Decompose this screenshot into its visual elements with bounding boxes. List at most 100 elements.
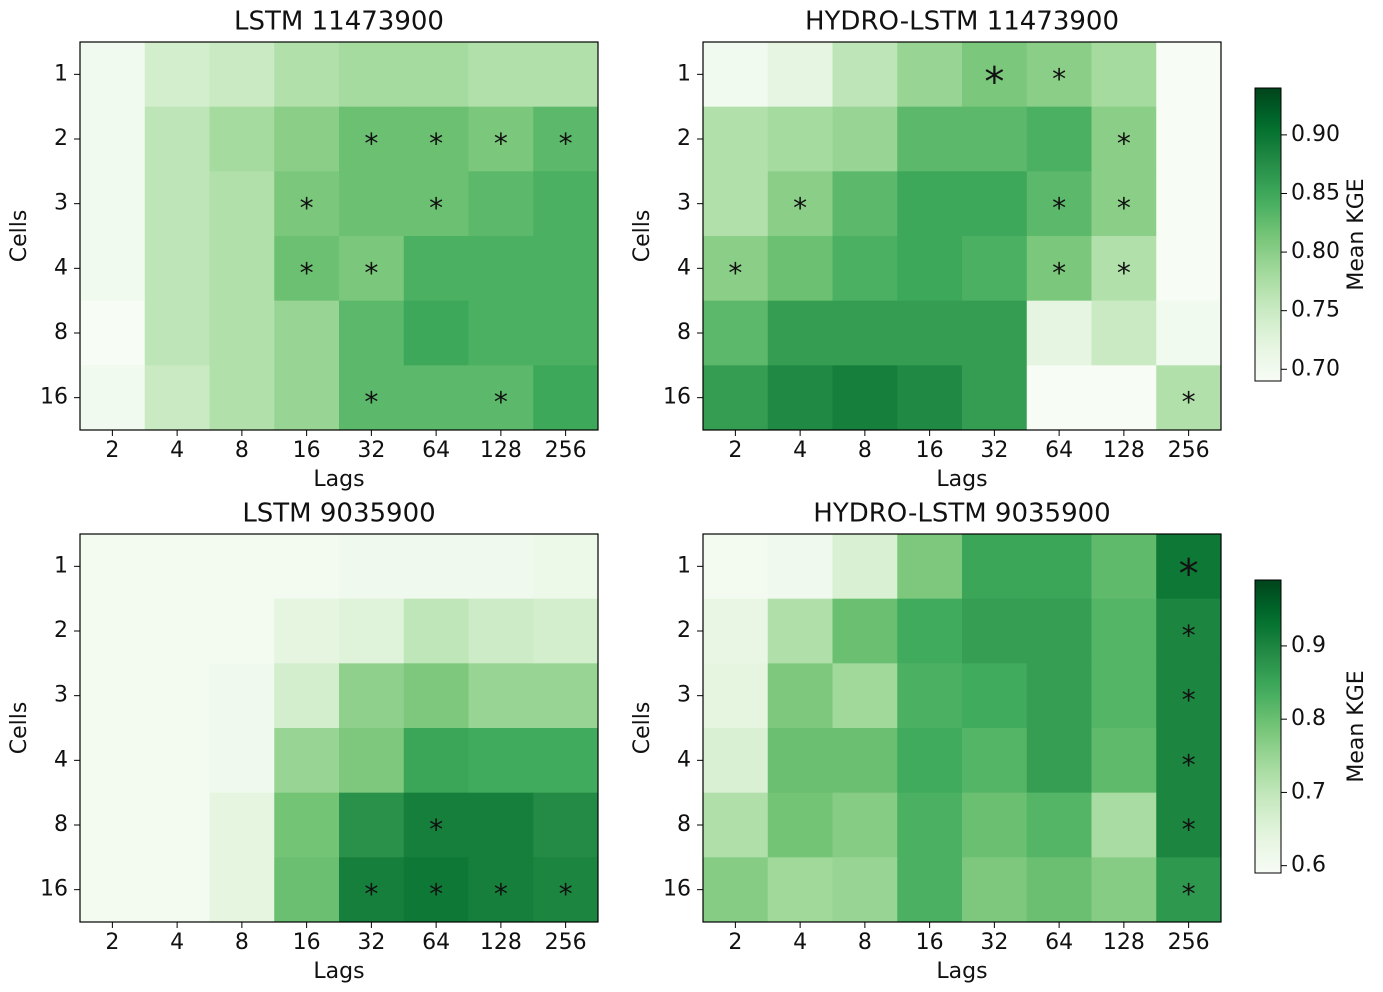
x-tick-label: 32 (980, 438, 1008, 463)
heatmap-cell (209, 663, 275, 729)
heatmap-cell (533, 728, 599, 794)
heatmap-cell (1156, 365, 1222, 431)
heatmap-cell (832, 663, 898, 729)
heatmap-cell (403, 663, 469, 729)
heatmap-cell (144, 300, 210, 366)
heatmap-cell (403, 365, 469, 431)
x-tick-label: 256 (545, 438, 587, 463)
x-tick-label: 4 (793, 438, 807, 463)
heatmap-cell (767, 171, 833, 237)
heatmap-cell (1156, 728, 1222, 794)
cell-annotation: * (1052, 62, 1066, 95)
x-tick-label: 64 (422, 930, 450, 955)
heatmap-cell (144, 365, 210, 431)
heatmap-cell (767, 106, 833, 172)
y-tick-label: 8 (677, 812, 691, 837)
y-axis-label: Cells (630, 702, 655, 755)
y-tick-label: 2 (54, 618, 68, 643)
heatmap-cell (533, 300, 599, 366)
heatmap-cell (403, 728, 469, 794)
heatmap-cell (533, 106, 599, 172)
heatmap-cell (80, 236, 146, 302)
heatmap-cell (832, 792, 898, 858)
heatmap-cell (1156, 534, 1222, 600)
heatmap-cell (209, 598, 275, 664)
heatmap-cell (962, 365, 1028, 431)
heatmap-cell (533, 598, 599, 664)
heatmap-cell (962, 598, 1028, 664)
y-axis-label: Cells (7, 210, 32, 263)
cell-annotation: * (1182, 813, 1196, 846)
heatmap-cell (274, 171, 340, 237)
colorbar-tick-label: 0.6 (1291, 853, 1326, 878)
x-tick-label: 2 (728, 438, 742, 463)
y-tick-label: 2 (54, 126, 68, 151)
cell-annotation: * (494, 127, 508, 160)
heatmap-cell (767, 857, 833, 923)
heatmap-cell (533, 792, 599, 858)
y-tick-label: 2 (677, 126, 691, 151)
cell-annotation: * (364, 127, 378, 160)
heatmap-cell (80, 598, 146, 664)
colorbar (1254, 579, 1282, 874)
heatmap-cell (339, 598, 405, 664)
heatmap-cell (209, 236, 275, 302)
heatmap-cell (703, 236, 769, 302)
heatmap-cell (144, 171, 210, 237)
heatmap-cell (1156, 663, 1222, 729)
y-tick-label: 1 (677, 553, 691, 578)
plot-frame (702, 41, 1222, 431)
cell-annotation: * (429, 878, 443, 911)
heatmap-cell (767, 598, 833, 664)
heatmap-cell (832, 236, 898, 302)
x-axis-label: Lags (936, 959, 987, 984)
colorbar (1254, 87, 1282, 382)
heatmap-cell (144, 857, 210, 923)
heatmap-cell (832, 857, 898, 923)
cell-annotation: * (300, 192, 314, 225)
x-tick-label: 16 (916, 438, 944, 463)
cell-annotation: * (429, 813, 443, 846)
heatmap-cell (533, 663, 599, 729)
heatmap-cell (209, 728, 275, 794)
heatmap-cell (897, 663, 963, 729)
y-tick-label: 3 (54, 191, 68, 216)
heatmap-cell (703, 728, 769, 794)
heatmap-cell (339, 792, 405, 858)
cell-annotation: * (728, 256, 742, 289)
heatmap-cell (533, 365, 599, 431)
heatmap-cell (1156, 171, 1222, 237)
heatmap-cell (468, 42, 534, 108)
x-tick-label: 8 (235, 438, 249, 463)
heatmap-cell (1091, 106, 1157, 172)
heatmap-cell (962, 106, 1028, 172)
cell-annotation: * (1179, 551, 1199, 597)
x-tick-label: 128 (480, 930, 522, 955)
heatmap-cell (962, 857, 1028, 923)
heatmap-cell (1026, 534, 1092, 600)
heatmap-cell (274, 106, 340, 172)
heatmap-cell (403, 171, 469, 237)
cell-annotation: * (300, 256, 314, 289)
x-tick-label: 16 (293, 438, 321, 463)
cell-annotation: * (364, 386, 378, 419)
heatmap-cell (80, 534, 146, 600)
heatmap-cell (703, 857, 769, 923)
heatmap-cell (274, 300, 340, 366)
heatmap-cell (339, 42, 405, 108)
heatmap-cell (962, 728, 1028, 794)
colorbar-label: Mean KGE (1344, 670, 1369, 782)
cell-annotation: * (1052, 192, 1066, 225)
heatmap-cell (339, 300, 405, 366)
heatmap-cell (339, 106, 405, 172)
heatmap-cell (703, 300, 769, 366)
cell-annotation: * (559, 878, 573, 911)
plot-frame (79, 533, 599, 923)
heatmap-cell (468, 663, 534, 729)
heatmap-cell (1026, 663, 1092, 729)
heatmap-cell (144, 792, 210, 858)
heatmap-cell (1156, 300, 1222, 366)
heatmap-cell (897, 300, 963, 366)
heatmap-cell (274, 728, 340, 794)
heatmap-cell (144, 42, 210, 108)
